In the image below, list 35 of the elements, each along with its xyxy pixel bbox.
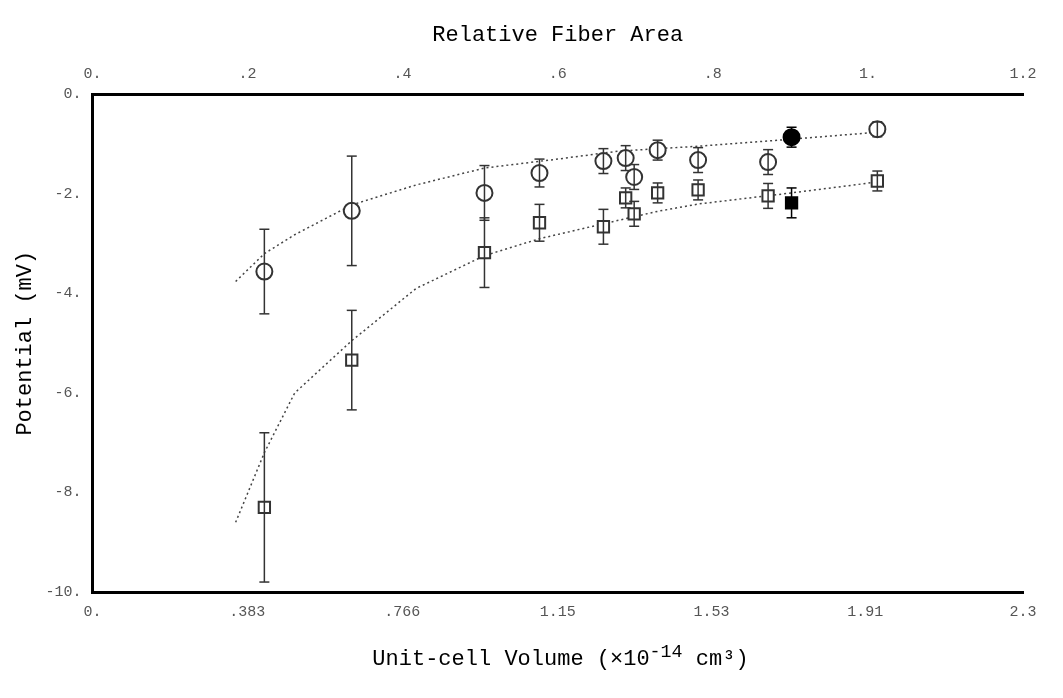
x-tick-label: 1.15	[539, 603, 576, 621]
x-tick-label: 1.91	[847, 603, 884, 621]
x-tick-label: 1.53	[693, 603, 730, 621]
x2-tick-label: .6	[548, 66, 567, 84]
x-tick-label: 2.3	[1009, 603, 1037, 621]
x2-tick-label: .8	[703, 66, 722, 84]
x2-tick-label: .4	[393, 66, 412, 84]
point	[650, 186, 665, 200]
point	[870, 174, 884, 188]
y-tick-label: -6.	[54, 384, 82, 402]
y-tick-label: -10.	[45, 583, 82, 601]
point	[530, 164, 549, 183]
point	[255, 262, 274, 281]
point	[475, 183, 494, 202]
point	[596, 220, 611, 234]
point	[477, 245, 492, 260]
y-tick-label: -2.	[54, 185, 82, 203]
y-tick-label: -4.	[54, 285, 82, 303]
point	[257, 500, 272, 515]
x-axis-title: Unit-cell Volume (×10$^{-14}$ cm³)	[371, 642, 750, 673]
y-tick-label: -8.	[54, 484, 82, 502]
x2-tick-label: 1.2	[1009, 66, 1037, 84]
point	[619, 191, 633, 205]
point	[616, 149, 635, 168]
x-tick-label: .766	[384, 603, 421, 621]
point	[594, 152, 613, 171]
x2-tick-label: .2	[238, 66, 257, 84]
x-tick-label: 0.	[83, 603, 102, 621]
x2-tick-label: 1.	[858, 66, 877, 84]
x-tick-label: .383	[229, 603, 266, 621]
x2-tick-label: 0.	[83, 66, 102, 84]
point	[784, 196, 799, 210]
x2-axis-title: Relative Fiber Area	[432, 23, 684, 49]
y-tick-label: 0.	[63, 86, 82, 104]
y-axis-title: Potential (mV)	[13, 250, 39, 436]
